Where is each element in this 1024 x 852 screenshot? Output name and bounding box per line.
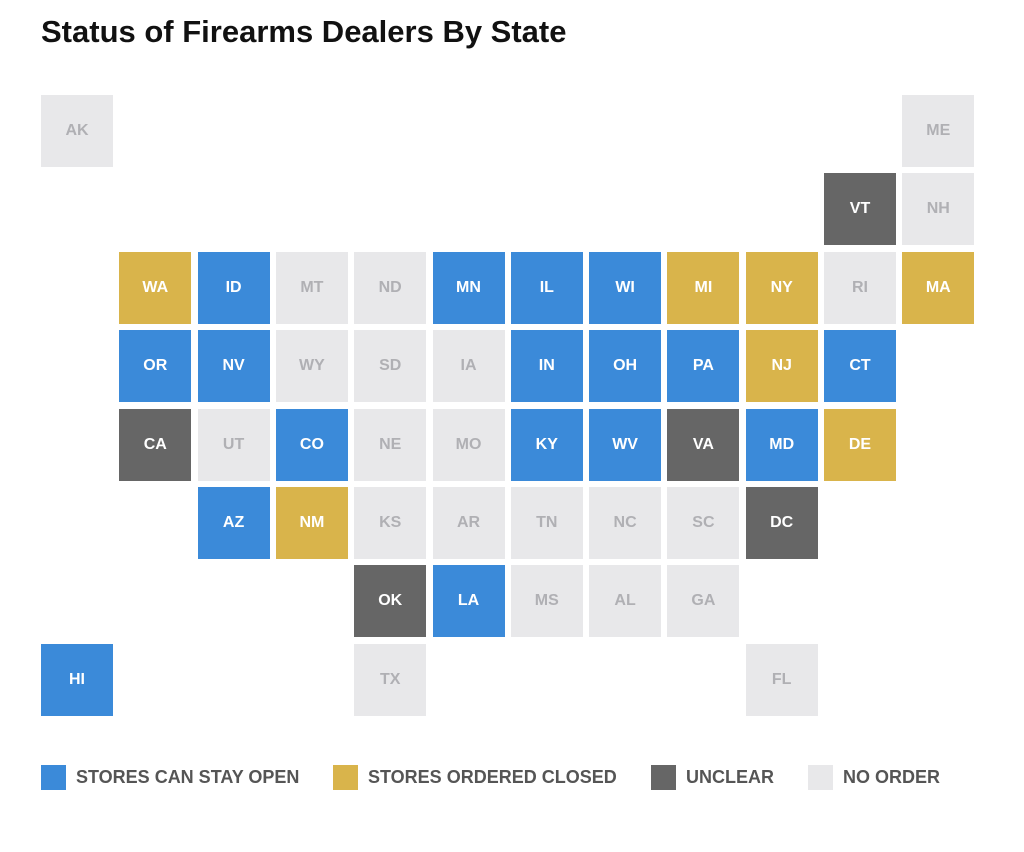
state-tile: OK	[354, 565, 427, 638]
state-tile: DE	[824, 408, 896, 481]
state-tile: MT	[275, 251, 348, 324]
state-tile: WA	[119, 251, 192, 324]
legend-item: STORES ORDERED CLOSED	[333, 765, 617, 790]
state-tile: AK	[41, 95, 113, 167]
state-tile: DC	[745, 487, 818, 559]
state-tile: NV	[197, 330, 270, 403]
legend-label: STORES CAN STAY OPEN	[76, 767, 300, 787]
state-tile: TN	[510, 487, 583, 559]
state-tile: CO	[275, 408, 348, 481]
legend-swatch	[41, 765, 66, 790]
title: Status of Firearms Dealers By State	[41, 14, 567, 49]
state-tile: AZ	[197, 487, 270, 559]
legend-label: UNCLEAR	[686, 767, 774, 787]
state-tile: OR	[119, 330, 192, 403]
state-tile: HI	[41, 643, 113, 716]
state-tile: MI	[667, 251, 740, 324]
legend-swatch	[651, 765, 676, 790]
state-tile: LA	[432, 565, 505, 638]
state-tile: WV	[589, 408, 662, 481]
state-tile: MO	[432, 408, 505, 481]
state-tile: SD	[354, 330, 427, 403]
legend-item: NO ORDER	[808, 765, 940, 790]
state-tile: NC	[589, 487, 662, 559]
state-tile: NE	[354, 408, 427, 481]
state-tile: FL	[745, 643, 818, 716]
state-tile: CT	[824, 330, 896, 403]
state-tile: PA	[667, 330, 740, 403]
state-tile: RI	[824, 251, 896, 324]
state-tile: IN	[510, 330, 583, 403]
state-tile: MS	[510, 565, 583, 638]
state-tile: VT	[824, 173, 896, 246]
state-tile: ND	[354, 251, 427, 324]
state-tile: AR	[432, 487, 505, 559]
state-tile: GA	[667, 565, 740, 638]
state-tile: VA	[667, 408, 740, 481]
legend-item: STORES CAN STAY OPEN	[41, 765, 299, 790]
state-tile: NY	[745, 251, 818, 324]
legend-swatch	[808, 765, 833, 790]
state-tile: CA	[119, 408, 192, 481]
legend-label: STORES ORDERED CLOSED	[368, 767, 617, 787]
state-tile: MN	[432, 251, 505, 324]
state-tile: WY	[275, 330, 348, 403]
state-tile: ID	[197, 251, 270, 324]
state-tile: MD	[745, 408, 818, 481]
state-tile: KS	[354, 487, 427, 559]
state-tile: NM	[275, 487, 348, 559]
legend-swatch	[333, 765, 358, 790]
legend-item: UNCLEAR	[651, 765, 774, 790]
state-tile: IL	[510, 251, 583, 324]
state-tile: MA	[902, 251, 975, 324]
state-tile: OH	[589, 330, 662, 403]
state-tile: AL	[589, 565, 662, 638]
state-tile: TX	[354, 643, 427, 716]
state-tile: NH	[902, 173, 975, 246]
state-tile: KY	[510, 408, 583, 481]
legend-label: NO ORDER	[843, 767, 941, 787]
state-tile: UT	[197, 408, 270, 481]
state-tile: NJ	[745, 330, 818, 403]
state-tile: SC	[667, 487, 740, 559]
state-tile: WI	[589, 251, 662, 324]
state-tile: ME	[902, 95, 975, 167]
state-tile: IA	[432, 330, 505, 403]
